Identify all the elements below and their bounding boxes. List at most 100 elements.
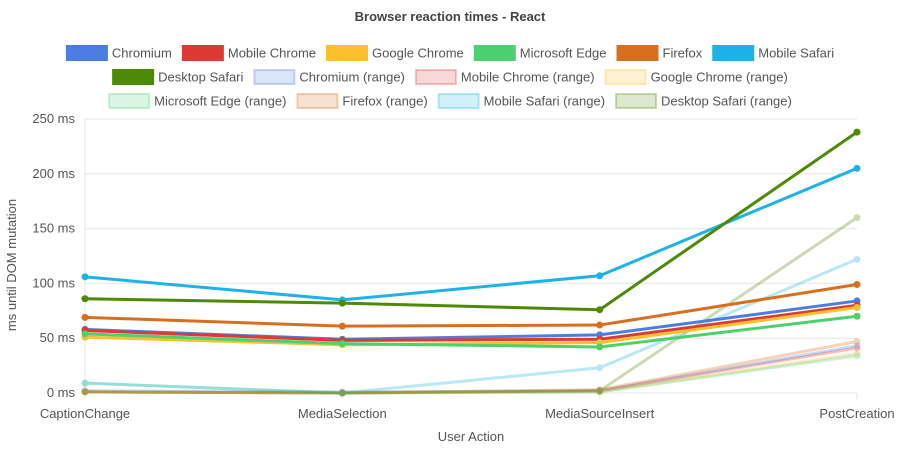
y-axis: 0 ms 50 ms 100 ms 150 ms 200 ms 250 ms: [32, 111, 75, 400]
series-line: [84, 306, 858, 347]
series-line: [84, 130, 858, 312]
legend-label: Mobile Chrome: [228, 46, 316, 61]
legend-swatch: [616, 45, 659, 61]
data-point[interactable]: [81, 313, 89, 321]
data-point[interactable]: [338, 389, 346, 397]
series-line: [84, 354, 858, 395]
y-tick-label: 150 ms: [32, 221, 75, 236]
data-point[interactable]: [853, 304, 861, 312]
data-point[interactable]: [596, 388, 604, 396]
grid: [84, 118, 857, 394]
series-line: [84, 283, 858, 328]
legend-label: Desktop Safari: [158, 70, 243, 85]
legend-swatch: [108, 93, 151, 109]
data-point[interactable]: [853, 352, 861, 360]
data-point[interactable]: [338, 299, 346, 307]
data-point[interactable]: [338, 340, 346, 348]
data-point[interactable]: [596, 387, 604, 395]
series-firefox: [81, 280, 861, 330]
data-point[interactable]: [338, 389, 346, 397]
data-point[interactable]: [596, 306, 604, 314]
legend-item-google-chrome-range[interactable]: Google Chrome (range): [604, 69, 788, 85]
legend-swatch: [112, 69, 155, 85]
data-point[interactable]: [853, 255, 861, 263]
series-line: [84, 344, 858, 394]
x-tick-label: PostCreation: [819, 406, 894, 421]
series-microsoft-edge: [81, 312, 861, 351]
legend-item-desktop-safari[interactable]: Desktop Safari: [112, 69, 244, 85]
legend-swatch: [181, 45, 224, 61]
data-point[interactable]: [81, 379, 89, 387]
data-point[interactable]: [81, 295, 89, 303]
legend-label: Firefox (range): [342, 94, 427, 109]
legend-item-mobile-safari[interactable]: Mobile Safari: [712, 45, 834, 61]
legend-label: Google Chrome: [372, 46, 464, 61]
legend-item-firefox-range[interactable]: Firefox (range): [296, 93, 428, 109]
series-line: [84, 166, 858, 302]
data-point[interactable]: [853, 164, 861, 172]
x-tick-label: MediaSelection: [298, 406, 387, 421]
data-point[interactable]: [853, 280, 861, 288]
data-point[interactable]: [596, 364, 604, 372]
data-point[interactable]: [596, 272, 604, 280]
data-point[interactable]: [596, 388, 604, 396]
data-point[interactable]: [81, 388, 89, 396]
data-point[interactable]: [853, 214, 861, 222]
data-point[interactable]: [853, 312, 861, 320]
series-mobile-safari-range: [81, 255, 861, 397]
data-point[interactable]: [81, 388, 89, 396]
data-point[interactable]: [596, 387, 604, 395]
data-point[interactable]: [81, 273, 89, 281]
data-point[interactable]: [81, 379, 89, 387]
legend-item-firefox[interactable]: Firefox: [616, 45, 703, 61]
legend-swatch: [615, 93, 658, 109]
legend-label: Microsoft Edge (range): [154, 94, 286, 109]
data-point[interactable]: [81, 387, 89, 395]
legend-label: Mobile Safari: [758, 46, 834, 61]
legend-item-mobile-chrome-range[interactable]: Mobile Chrome (range): [414, 69, 595, 85]
data-point[interactable]: [338, 388, 346, 396]
x-tick-label: MediaSourceInsert: [545, 406, 654, 421]
data-point[interactable]: [596, 343, 604, 351]
data-point[interactable]: [81, 388, 89, 396]
legend-item-microsoft-edge[interactable]: Microsoft Edge: [473, 45, 607, 61]
data-point[interactable]: [853, 342, 861, 350]
legend-item-chromium-range[interactable]: Chromium (range): [253, 69, 405, 85]
data-point[interactable]: [338, 389, 346, 397]
legend-item-google-chrome[interactable]: Google Chrome: [326, 45, 464, 61]
series-desktop-safari: [81, 128, 861, 314]
chart-title: Browser reaction times - React: [355, 9, 546, 24]
data-point[interactable]: [853, 350, 861, 358]
legend-item-desktop-safari-range[interactable]: Desktop Safari (range): [615, 93, 792, 109]
data-point[interactable]: [81, 330, 89, 338]
series-line: [84, 257, 858, 395]
data-point[interactable]: [596, 386, 604, 394]
legend-swatch: [326, 45, 369, 61]
series-mobile-chrome-range: [81, 344, 861, 397]
legend-item-chromium[interactable]: Chromium: [65, 45, 172, 61]
data-point[interactable]: [81, 388, 89, 396]
data-point[interactable]: [338, 322, 346, 330]
x-axis-title: User Action: [438, 429, 504, 444]
series-line: [84, 352, 858, 395]
y-tick-label: 250 ms: [32, 111, 75, 126]
legend-item-microsoft-edge-range[interactable]: Microsoft Edge (range): [108, 93, 286, 109]
data-point[interactable]: [853, 344, 861, 352]
y-tick-label: 100 ms: [32, 275, 75, 290]
x-tick-label: CaptionChange: [40, 406, 130, 421]
data-point[interactable]: [596, 387, 604, 395]
data-point[interactable]: [338, 389, 346, 397]
data-point[interactable]: [853, 337, 861, 345]
legend-swatch: [65, 45, 108, 61]
legend-swatch: [604, 69, 647, 85]
series-line: [84, 314, 858, 349]
legend-item-mobile-safari-range[interactable]: Mobile Safari (range): [437, 93, 605, 109]
legend-item-mobile-chrome[interactable]: Mobile Chrome: [181, 45, 316, 61]
y-tick-label: 0 ms: [47, 385, 76, 400]
data-point[interactable]: [338, 389, 346, 397]
data-point[interactable]: [338, 389, 346, 397]
legend-label: Google Chrome (range): [651, 70, 788, 85]
data-point[interactable]: [596, 321, 604, 329]
data-point[interactable]: [853, 128, 861, 136]
